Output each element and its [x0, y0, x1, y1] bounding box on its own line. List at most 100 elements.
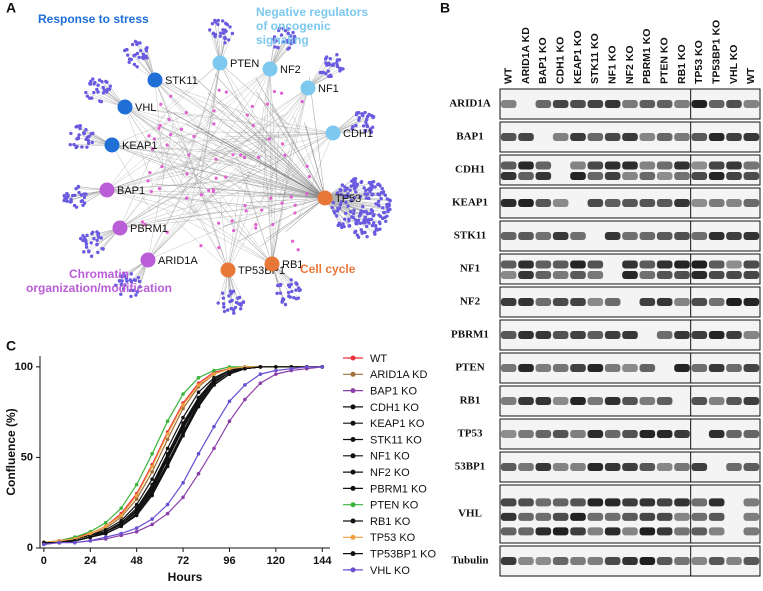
band	[726, 199, 742, 207]
edge	[156, 197, 326, 222]
legend-label: WT	[370, 353, 387, 365]
data-point	[181, 403, 185, 407]
edge	[324, 197, 390, 210]
edge	[153, 193, 326, 199]
edge	[111, 144, 263, 168]
edge	[259, 197, 326, 247]
band	[518, 397, 534, 405]
lane-label: WT	[745, 67, 757, 84]
band	[570, 463, 586, 471]
leaf-node	[279, 33, 284, 37]
band	[500, 430, 517, 438]
band	[674, 430, 690, 438]
data-point	[150, 464, 154, 469]
legend-label: ARID1A KD	[370, 369, 428, 381]
edge	[147, 123, 174, 261]
leaf-node	[358, 195, 363, 199]
leaf-node	[326, 69, 330, 73]
edge	[154, 79, 266, 188]
gene-node	[317, 190, 333, 206]
leaf-node	[135, 42, 139, 47]
leaf-node	[98, 99, 102, 103]
band	[604, 133, 621, 141]
leaf-node	[134, 293, 138, 297]
band	[743, 133, 760, 141]
leaf-node	[69, 197, 73, 202]
edge	[166, 79, 326, 199]
leaf-node	[376, 182, 380, 187]
leaf-node	[365, 123, 369, 127]
band	[587, 260, 604, 269]
band	[587, 463, 604, 471]
band	[552, 232, 569, 240]
edge	[256, 91, 326, 199]
data-point	[134, 529, 139, 534]
linker-node	[143, 222, 147, 227]
lane-label: WT	[502, 67, 514, 84]
band	[604, 527, 621, 536]
band	[726, 430, 742, 438]
leaf-node	[286, 290, 291, 295]
lane-label: ARID1A KD	[520, 27, 532, 84]
leaf-node	[359, 180, 364, 184]
leaf-node	[335, 209, 340, 213]
leaf-node	[75, 124, 79, 128]
data-point	[258, 365, 263, 369]
band	[708, 557, 725, 565]
edge	[106, 132, 175, 191]
leaf-node	[76, 184, 81, 189]
band	[639, 498, 656, 507]
band	[743, 498, 760, 507]
legend-label: VHL KO	[370, 565, 410, 577]
leaf-node	[343, 195, 347, 199]
lane-label: CDH1 KO	[554, 37, 566, 84]
gene-node	[264, 256, 280, 272]
leaf-node	[131, 288, 136, 293]
protein-label: PTEN	[455, 362, 484, 374]
leaf-node	[222, 305, 226, 309]
linker-node	[260, 208, 264, 212]
leaf-node	[353, 177, 358, 181]
leaf-node	[339, 192, 343, 197]
edge	[106, 189, 171, 212]
protein-label: NF1	[460, 263, 480, 275]
band	[656, 331, 673, 339]
edge	[247, 171, 326, 199]
leaf-node	[349, 198, 354, 203]
band	[518, 232, 534, 240]
leaf-node	[360, 112, 364, 116]
band	[570, 232, 586, 240]
band	[535, 557, 552, 565]
leaf-node	[359, 228, 363, 232]
protein-label: KEAP1	[452, 197, 488, 209]
band	[535, 364, 552, 372]
leaf-node	[97, 235, 101, 239]
band	[622, 161, 638, 170]
band	[587, 557, 604, 565]
leaf-node	[105, 80, 109, 84]
edge	[219, 62, 245, 112]
edge	[154, 79, 276, 206]
data-point	[57, 540, 62, 545]
linker-node	[214, 176, 218, 180]
band	[552, 271, 569, 279]
linker-node	[272, 89, 277, 94]
band	[674, 498, 690, 507]
band	[639, 199, 656, 207]
x-tick-label: 120	[267, 555, 285, 567]
linker-node	[224, 175, 228, 179]
leaf-node	[89, 96, 94, 100]
band	[587, 498, 604, 507]
edge	[154, 79, 243, 136]
edge	[111, 144, 234, 196]
band	[518, 199, 534, 207]
leaf-node	[279, 282, 283, 287]
edge	[154, 79, 188, 119]
leaf-node	[344, 200, 348, 205]
leaf-node	[381, 206, 385, 210]
leaf-node	[123, 283, 127, 287]
legend-label: PTEN KO	[370, 500, 419, 512]
lane-label: PTEN KO	[658, 37, 670, 84]
leaf-node	[96, 250, 100, 255]
band	[518, 512, 534, 521]
